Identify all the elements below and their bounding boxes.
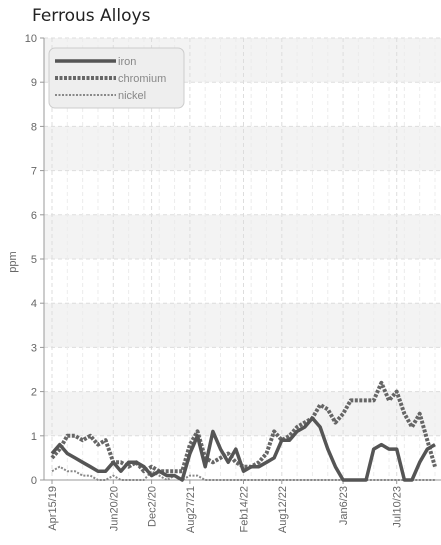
series-line-iron bbox=[50, 416, 436, 482]
legend-label-nickel: nickel bbox=[118, 90, 146, 102]
y-tick-label: 10 bbox=[25, 33, 37, 45]
legend-box bbox=[48, 47, 185, 109]
y-tick-label: 2 bbox=[31, 387, 37, 399]
grid-band bbox=[44, 126, 441, 171]
series-lines bbox=[50, 380, 437, 482]
x-tick-label: Feb14/22 bbox=[239, 486, 251, 532]
x-tick-label: Aug27/21 bbox=[185, 486, 197, 533]
series-line-chromium bbox=[50, 380, 437, 474]
legend-label-chromium: chromium bbox=[118, 73, 166, 85]
x-tick-label: Jan6/23 bbox=[338, 486, 350, 525]
y-tick-label: 5 bbox=[31, 254, 37, 266]
x-tick-label: Aug12/22 bbox=[277, 486, 289, 533]
x-tick-label: Dec2/20 bbox=[147, 486, 159, 527]
chart-title: Ferrous Alloys bbox=[32, 6, 151, 26]
y-tick-label: 0 bbox=[31, 475, 37, 487]
x-tick-label: Jun20/20 bbox=[108, 486, 120, 531]
x-tick-label: Apr15/19 bbox=[47, 486, 59, 531]
grid-band bbox=[44, 391, 441, 436]
grid-band bbox=[44, 214, 441, 259]
y-tick-label: 6 bbox=[31, 210, 37, 222]
legend-label-iron: iron bbox=[118, 56, 136, 68]
y-tick-label: 9 bbox=[31, 77, 37, 89]
y-tick-label: 8 bbox=[31, 121, 37, 133]
y-tick-label: 7 bbox=[31, 166, 37, 178]
legend: iron chromium nickel bbox=[48, 47, 185, 109]
y-tick-label: 4 bbox=[31, 298, 37, 310]
y-tick-label: 3 bbox=[31, 342, 37, 354]
axes: 0 1 2 3 4 5 6 7 8 9 10 Apr15/19 Jun20/20 Dec2/20 Aug27… bbox=[25, 33, 441, 533]
y-axis-label: ppm bbox=[7, 251, 19, 272]
grid-band bbox=[44, 303, 441, 348]
y-tick-label: 1 bbox=[31, 431, 37, 443]
x-tick-label: Jul10/23 bbox=[392, 486, 404, 528]
series-line-nickel bbox=[51, 465, 435, 481]
